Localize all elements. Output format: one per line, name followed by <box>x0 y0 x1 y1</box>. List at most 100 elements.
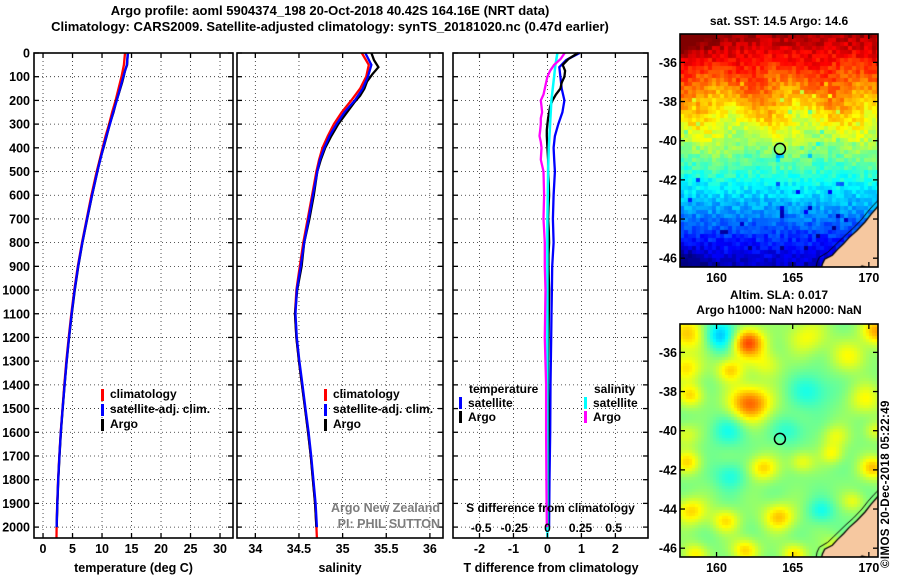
svg-text:35.5: 35.5 <box>374 542 398 556</box>
svg-text:34.5: 34.5 <box>287 542 311 556</box>
svg-text:-46: -46 <box>659 252 677 266</box>
legend-item-satellite-adj: satellite-adj. clim. <box>101 402 210 417</box>
legend-temperature-panel: climatology satellite-adj. clim. Argo <box>101 387 210 432</box>
legend-item-satellite-adj: satellite-adj. clim. <box>324 402 433 417</box>
svg-text:0: 0 <box>40 542 47 556</box>
svg-text:600: 600 <box>9 189 30 203</box>
satellite-adj-line-swatch <box>101 403 104 416</box>
temperature-panel: 0 5 10 15 20 25 300100200300400500600700800900… <box>2 47 234 556</box>
legend-item-climatology: climatology <box>324 387 433 402</box>
figure-title-line2: Climatology: CARS2009. Satellite-adjuste… <box>51 19 609 34</box>
svg-text:30: 30 <box>213 542 227 556</box>
svg-text:15: 15 <box>125 542 139 556</box>
legend-item-argo: Argo <box>101 417 210 432</box>
svg-text:170: 170 <box>858 271 879 285</box>
profile-line-climatology <box>293 52 371 539</box>
svg-text:-38: -38 <box>659 95 677 109</box>
salinity-axis-label: salinity <box>318 561 362 575</box>
sla-map-image <box>680 324 878 557</box>
svg-text:-42: -42 <box>659 173 677 187</box>
climatology-line-swatch <box>324 388 327 401</box>
svg-text:1800: 1800 <box>2 473 30 487</box>
salinity-panel: 34 34.5 35 35.5 36 <box>236 52 444 556</box>
legend-item-t-argo: Argo <box>459 410 538 424</box>
svg-text:-1: -1 <box>508 542 519 556</box>
imos-watermark: ©IMOS 20-Dec-2018 05:22:49 <box>880 400 892 568</box>
svg-text:160: 160 <box>706 561 727 575</box>
svg-text:34: 34 <box>248 542 262 556</box>
climatology-line-swatch <box>101 388 104 401</box>
legend-group-title: salinity <box>594 382 636 396</box>
svg-text:0.5: 0.5 <box>605 521 622 535</box>
svg-text:-36: -36 <box>659 56 677 70</box>
svg-text:5: 5 <box>69 542 76 556</box>
legend-item-argo: Argo <box>324 417 433 432</box>
s-satellite-line-swatch <box>584 397 587 409</box>
svg-text:165: 165 <box>782 271 803 285</box>
svg-text:0: 0 <box>544 542 551 556</box>
legend-item-s-satellite: satellite <box>584 396 638 410</box>
temperature-axis-label: temperature (deg C) <box>74 561 193 575</box>
svg-text:0: 0 <box>23 47 30 61</box>
sst-map-image <box>680 34 878 267</box>
svg-text:1200: 1200 <box>2 331 30 345</box>
svg-text:700: 700 <box>9 212 30 226</box>
svg-text:25: 25 <box>184 542 198 556</box>
svg-text:165: 165 <box>782 561 803 575</box>
svg-text:2: 2 <box>612 542 619 556</box>
legend-group-title: temperature <box>469 382 539 396</box>
t-satellite-line-swatch <box>459 397 462 409</box>
profile-line-climatology <box>55 52 127 539</box>
legend-salinity-panel: climatology satellite-adj. clim. Argo <box>324 387 433 432</box>
svg-text:-2: -2 <box>474 542 485 556</box>
svg-text:35: 35 <box>336 542 350 556</box>
float-position-marker <box>773 142 787 156</box>
satellite-adj-line-swatch <box>324 403 327 416</box>
sla-map-title-line1: Altim. SLA: 0.017 <box>729 288 829 302</box>
svg-text:1400: 1400 <box>2 378 30 392</box>
t-difference-axis-label: T difference from climatology <box>463 561 639 575</box>
svg-text:800: 800 <box>9 236 30 250</box>
svg-text:200: 200 <box>9 94 30 108</box>
svg-text:-44: -44 <box>659 503 677 517</box>
credit-annotation: Argo New Zealand PI: PHIL SUTTON <box>283 500 440 532</box>
svg-text:-42: -42 <box>659 463 677 477</box>
float-position-marker <box>773 432 787 446</box>
argo-line-swatch <box>324 418 327 431</box>
svg-text:1100: 1100 <box>3 307 30 321</box>
legend-item-s-argo: Argo <box>584 410 638 424</box>
figure-title-line1: Argo profile: aoml 5904374_198 20-Oct-20… <box>110 3 550 18</box>
svg-text:0: 0 <box>544 521 551 535</box>
svg-text:1300: 1300 <box>2 355 30 369</box>
svg-text:0.25: 0.25 <box>569 521 593 535</box>
argo-line-swatch <box>101 418 104 431</box>
svg-text:-38: -38 <box>659 385 677 399</box>
svg-text:-0.5: -0.5 <box>471 521 492 535</box>
sla-map-axes: 160 165 170 -36 -38 -40 -42 -44 -46 <box>659 323 879 575</box>
svg-text:-46: -46 <box>659 542 677 556</box>
svg-text:500: 500 <box>9 165 30 179</box>
profile-line-argo <box>55 52 129 528</box>
sst-map-axes: 160 165 170 -36 -38 -40 -42 -44 -46 <box>659 33 879 285</box>
legend-item-climatology: climatology <box>101 387 210 402</box>
svg-text:1500: 1500 <box>2 402 30 416</box>
svg-text:10: 10 <box>95 542 109 556</box>
svg-text:2000: 2000 <box>2 521 30 535</box>
svg-text:-40: -40 <box>659 424 677 438</box>
svg-text:100: 100 <box>9 70 30 84</box>
difference-panel: -2 -1 0 1 2 -0.5 -0.25 0 0.25 0.5 <box>452 51 649 556</box>
svg-text:20: 20 <box>154 542 168 556</box>
svg-text:1900: 1900 <box>2 497 30 511</box>
svg-text:-44: -44 <box>659 213 677 227</box>
legend-item-t-satellite: satellite <box>459 396 538 410</box>
svg-text:1600: 1600 <box>2 426 30 440</box>
svg-text:-0.25: -0.25 <box>501 521 529 535</box>
profile-line-s-satellite <box>546 52 559 538</box>
svg-text:900: 900 <box>9 260 30 274</box>
legend-t-difference: temperature satellite Argo <box>459 382 538 424</box>
svg-text:36: 36 <box>423 542 437 556</box>
svg-text:170: 170 <box>858 561 879 575</box>
svg-text:-36: -36 <box>659 346 677 360</box>
svg-text:400: 400 <box>9 141 30 155</box>
